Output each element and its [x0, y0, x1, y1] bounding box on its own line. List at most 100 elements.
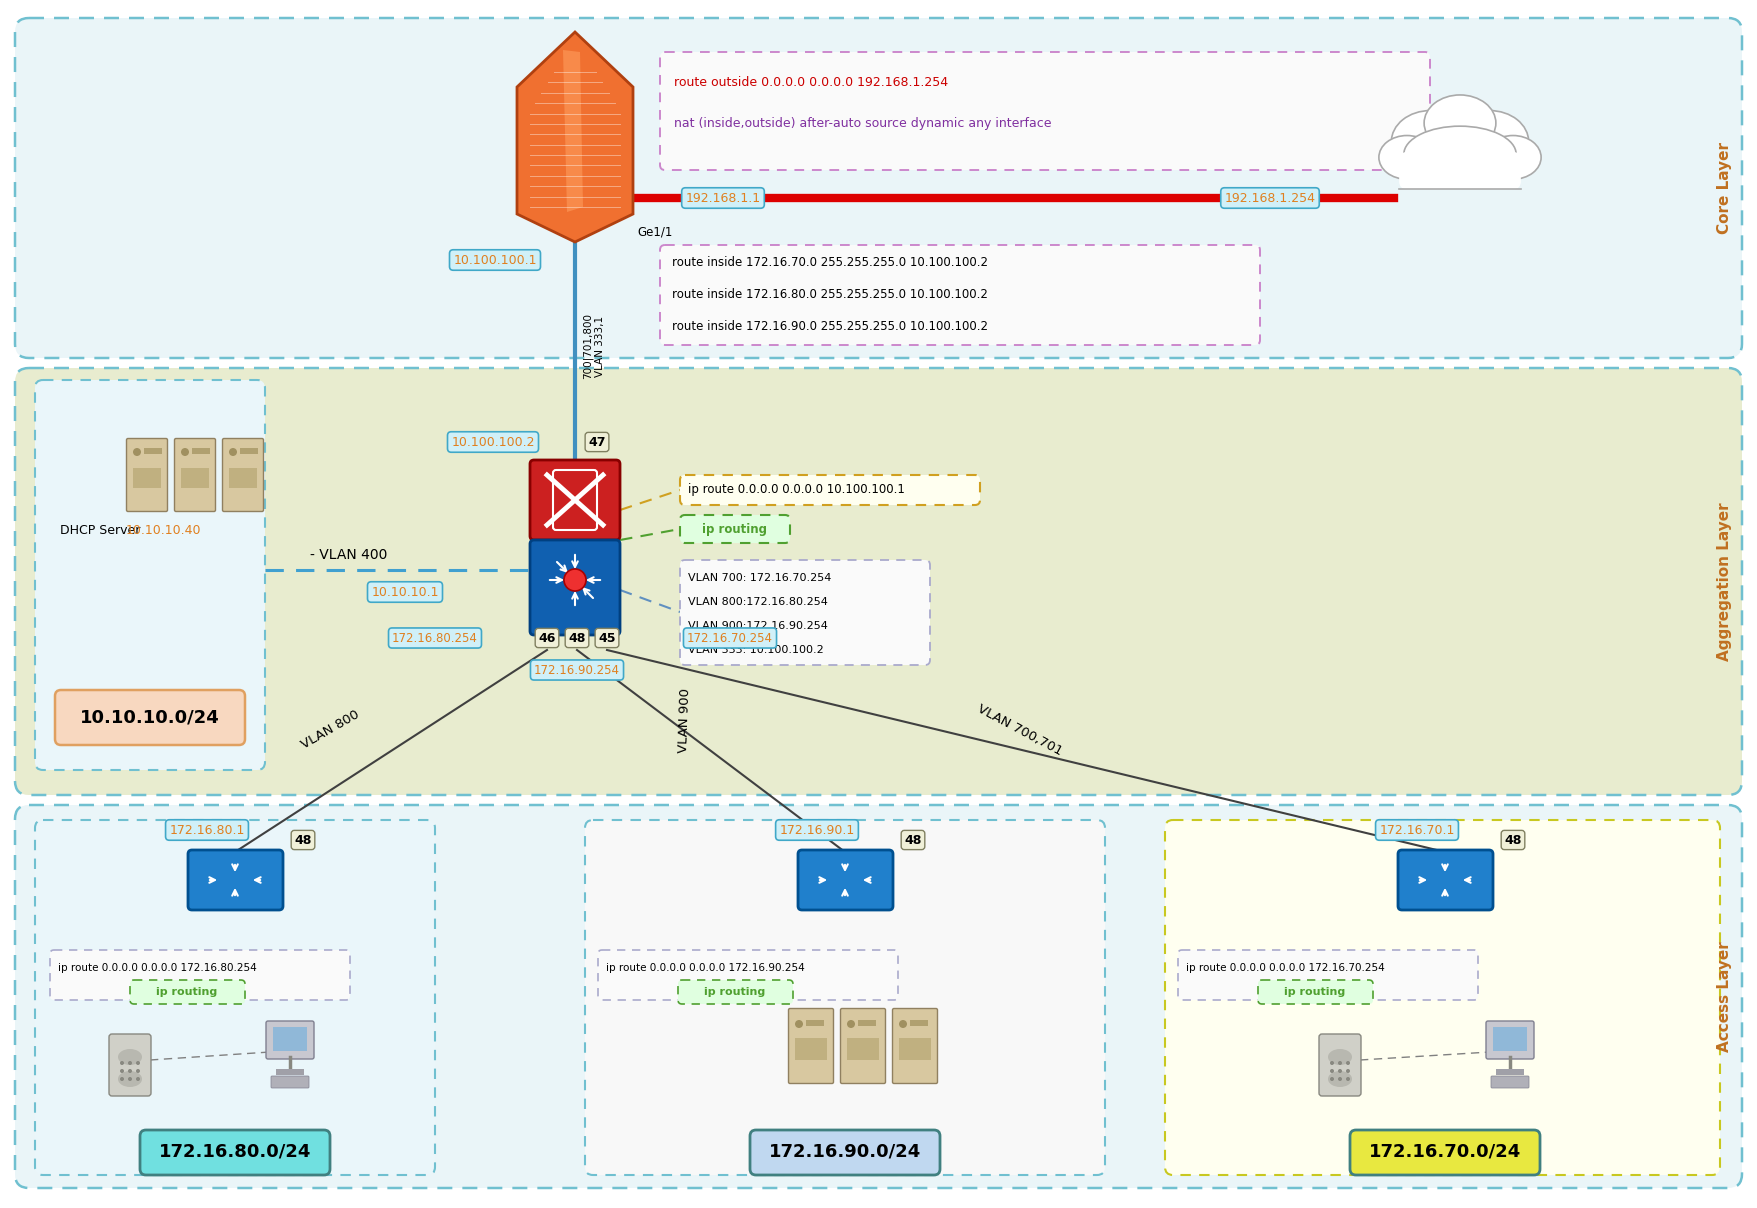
Circle shape	[1346, 1078, 1349, 1081]
Bar	[857, 1020, 877, 1026]
Bar	[1493, 1027, 1527, 1051]
Bar	[910, 1020, 928, 1026]
Circle shape	[847, 1020, 856, 1028]
Text: 172.16.70.254: 172.16.70.254	[687, 632, 773, 645]
Bar	[806, 1020, 824, 1026]
FancyBboxPatch shape	[16, 18, 1741, 358]
FancyBboxPatch shape	[16, 805, 1741, 1187]
Text: 192.168.1.254: 192.168.1.254	[1225, 192, 1316, 204]
Ellipse shape	[1328, 1049, 1351, 1065]
Bar	[134, 467, 162, 488]
FancyBboxPatch shape	[661, 52, 1430, 170]
Text: 172.16.80.1: 172.16.80.1	[169, 824, 244, 836]
FancyBboxPatch shape	[54, 690, 244, 745]
Text: 48: 48	[295, 834, 311, 847]
Text: - VLAN 400: - VLAN 400	[309, 548, 387, 562]
FancyBboxPatch shape	[271, 1076, 309, 1088]
Bar	[192, 448, 211, 454]
Text: ip route 0.0.0.0 0.0.0.0 172.16.70.254: ip route 0.0.0.0 0.0.0.0 172.16.70.254	[1186, 963, 1385, 972]
FancyBboxPatch shape	[141, 1129, 330, 1175]
Bar	[241, 448, 258, 454]
Ellipse shape	[118, 1071, 142, 1087]
Text: 700|701,800: 700|701,800	[583, 313, 594, 379]
Text: VLAN 900: VLAN 900	[678, 687, 692, 753]
Circle shape	[134, 448, 141, 455]
Text: DHCP Server: DHCP Server	[60, 523, 141, 536]
Text: 10.10.10.0/24: 10.10.10.0/24	[81, 708, 220, 726]
FancyBboxPatch shape	[531, 540, 620, 635]
FancyBboxPatch shape	[49, 949, 350, 1000]
Bar	[276, 1069, 304, 1075]
FancyBboxPatch shape	[188, 850, 283, 910]
FancyBboxPatch shape	[531, 460, 620, 540]
FancyBboxPatch shape	[789, 1009, 833, 1084]
Text: route outside 0.0.0.0 0.0.0.0 192.168.1.254: route outside 0.0.0.0 0.0.0.0 192.168.1.…	[675, 75, 949, 88]
FancyBboxPatch shape	[1349, 1129, 1539, 1175]
Circle shape	[228, 448, 237, 455]
Text: Core Layer: Core Layer	[1718, 143, 1732, 234]
Text: ip route 0.0.0.0 0.0.0.0 172.16.90.254: ip route 0.0.0.0 0.0.0.0 172.16.90.254	[606, 963, 805, 972]
FancyBboxPatch shape	[750, 1129, 940, 1175]
FancyBboxPatch shape	[798, 850, 893, 910]
Ellipse shape	[1451, 111, 1529, 173]
FancyBboxPatch shape	[16, 368, 1741, 795]
Circle shape	[119, 1069, 125, 1073]
FancyBboxPatch shape	[1399, 850, 1493, 910]
Text: 48: 48	[905, 834, 922, 847]
Text: route inside 172.16.80.0 255.255.255.0 10.100.100.2: route inside 172.16.80.0 255.255.255.0 1…	[671, 289, 987, 302]
Circle shape	[1346, 1069, 1349, 1073]
Text: route inside 172.16.70.0 255.255.255.0 10.100.100.2: route inside 172.16.70.0 255.255.255.0 1…	[671, 256, 987, 269]
Circle shape	[135, 1069, 141, 1073]
Polygon shape	[562, 50, 583, 211]
Text: 45: 45	[597, 632, 615, 645]
Text: 172.16.80.254: 172.16.80.254	[392, 632, 478, 645]
Circle shape	[1339, 1061, 1342, 1065]
Text: route inside 172.16.90.0 255.255.255.0 10.100.100.2: route inside 172.16.90.0 255.255.255.0 1…	[671, 320, 987, 333]
Ellipse shape	[1392, 111, 1469, 173]
Text: 46: 46	[538, 632, 555, 645]
Bar	[900, 1038, 931, 1059]
Circle shape	[128, 1069, 132, 1073]
FancyBboxPatch shape	[893, 1009, 938, 1084]
Text: 192.168.1.1: 192.168.1.1	[685, 192, 761, 204]
Text: ip routing: ip routing	[703, 523, 768, 535]
Text: VLAN 800: VLAN 800	[299, 708, 362, 751]
Bar	[228, 467, 257, 488]
Ellipse shape	[118, 1049, 142, 1065]
Circle shape	[135, 1061, 141, 1065]
Circle shape	[119, 1078, 125, 1081]
Text: ip route 0.0.0.0 0.0.0.0 172.16.80.254: ip route 0.0.0.0 0.0.0.0 172.16.80.254	[58, 963, 257, 972]
Ellipse shape	[1328, 1071, 1351, 1087]
FancyBboxPatch shape	[678, 980, 792, 1004]
FancyBboxPatch shape	[585, 820, 1105, 1175]
Circle shape	[1330, 1078, 1334, 1081]
Text: VLAN 900:172.16.90.254: VLAN 900:172.16.90.254	[689, 621, 828, 631]
FancyBboxPatch shape	[597, 949, 898, 1000]
Text: 48: 48	[568, 632, 585, 645]
Text: 47: 47	[589, 436, 606, 448]
FancyBboxPatch shape	[1165, 820, 1720, 1175]
Text: 48: 48	[1504, 834, 1522, 847]
Circle shape	[1346, 1061, 1349, 1065]
FancyBboxPatch shape	[265, 1021, 315, 1059]
Circle shape	[128, 1078, 132, 1081]
FancyBboxPatch shape	[109, 1034, 151, 1096]
Text: nat (inside,outside) after-auto source dynamic any interface: nat (inside,outside) after-auto source d…	[675, 117, 1051, 130]
FancyBboxPatch shape	[661, 245, 1260, 345]
Ellipse shape	[1485, 135, 1541, 179]
Ellipse shape	[1379, 135, 1435, 179]
Text: Ge1/1: Ge1/1	[638, 226, 673, 238]
Circle shape	[1339, 1078, 1342, 1081]
Text: Access Layer: Access Layer	[1718, 941, 1732, 1052]
Text: ip routing: ip routing	[1284, 987, 1346, 997]
Bar	[181, 467, 209, 488]
Text: VLAN 700: 172.16.70.254: VLAN 700: 172.16.70.254	[689, 573, 831, 583]
Text: VLAN 333: 10.100.100.2: VLAN 333: 10.100.100.2	[689, 645, 824, 655]
Circle shape	[900, 1020, 907, 1028]
FancyBboxPatch shape	[680, 515, 791, 544]
Circle shape	[128, 1061, 132, 1065]
Circle shape	[119, 1061, 125, 1065]
Text: 10.10.10.1: 10.10.10.1	[371, 586, 439, 598]
FancyBboxPatch shape	[35, 820, 436, 1175]
Text: ip routing: ip routing	[156, 987, 218, 997]
